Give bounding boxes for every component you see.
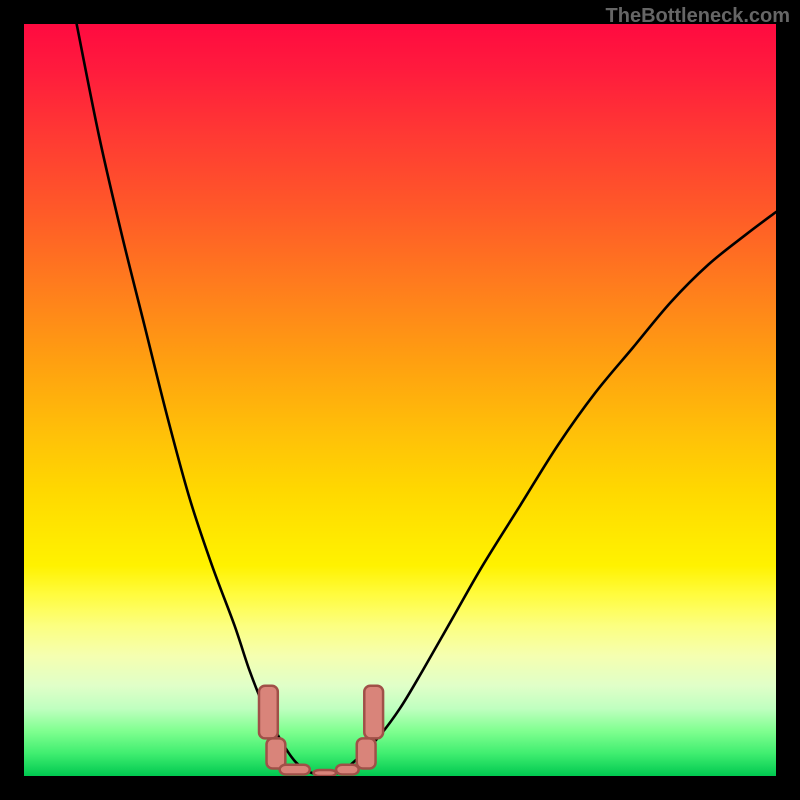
- highlight-mark: [259, 686, 278, 739]
- highlight-mark: [280, 765, 310, 775]
- chart-container: TheBottleneck.com: [0, 0, 800, 800]
- bottleneck-chart: [0, 0, 800, 800]
- attribution-watermark: TheBottleneck.com: [606, 5, 790, 28]
- highlight-mark: [364, 686, 383, 739]
- highlight-mark: [314, 770, 337, 776]
- highlight-mark: [267, 738, 286, 768]
- heat-gradient-area: [24, 24, 776, 776]
- highlight-mark: [357, 738, 376, 768]
- highlight-mark: [336, 765, 359, 775]
